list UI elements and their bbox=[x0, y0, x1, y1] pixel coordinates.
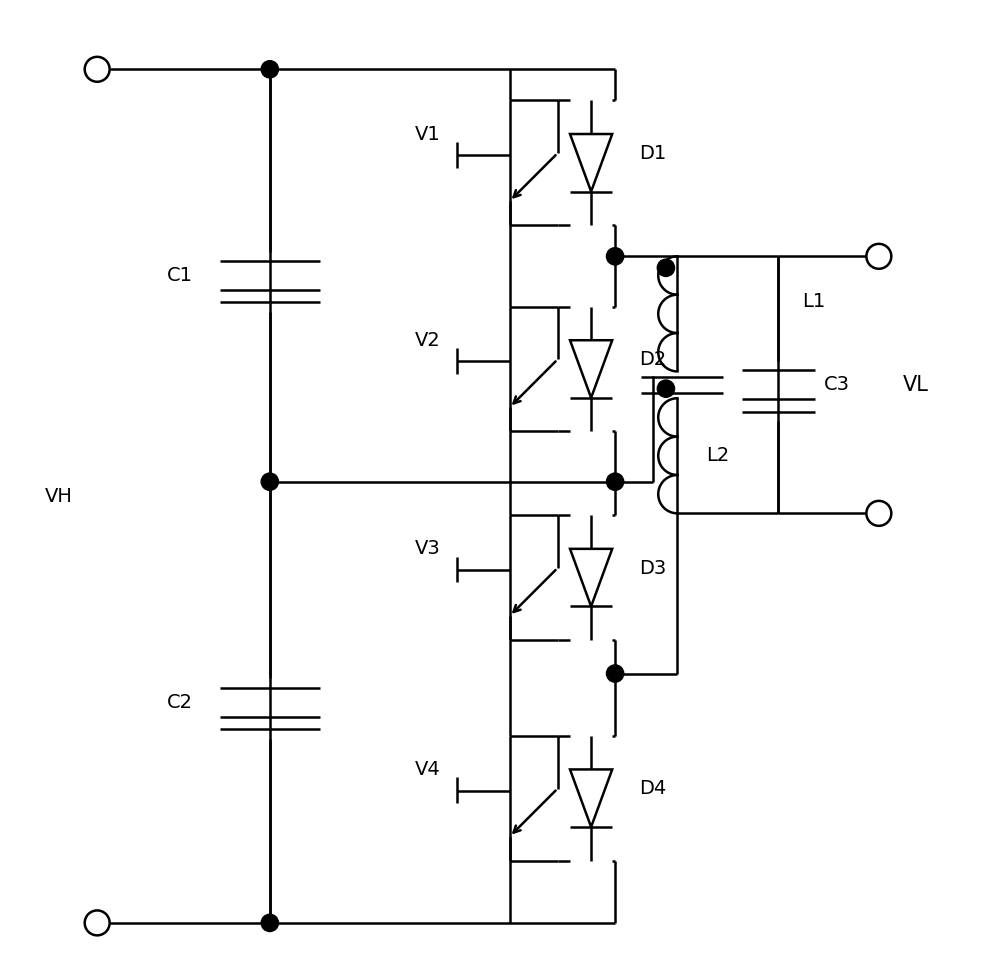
Text: C3: C3 bbox=[824, 376, 850, 394]
Text: D3: D3 bbox=[639, 559, 666, 578]
Text: C1: C1 bbox=[167, 266, 193, 285]
Text: V4: V4 bbox=[415, 760, 441, 779]
Text: D4: D4 bbox=[639, 779, 666, 798]
Text: D1: D1 bbox=[639, 144, 666, 162]
Text: VH: VH bbox=[45, 486, 73, 506]
Circle shape bbox=[261, 60, 278, 78]
Text: V2: V2 bbox=[415, 331, 441, 349]
Text: V1: V1 bbox=[415, 125, 441, 144]
Text: VL: VL bbox=[903, 375, 929, 395]
Circle shape bbox=[606, 665, 624, 682]
Circle shape bbox=[657, 259, 675, 276]
Text: D2: D2 bbox=[639, 350, 666, 369]
Text: C2: C2 bbox=[167, 693, 193, 712]
Text: V3: V3 bbox=[415, 539, 441, 559]
Text: L2: L2 bbox=[706, 447, 729, 465]
Circle shape bbox=[657, 380, 675, 397]
Text: L1: L1 bbox=[802, 292, 825, 311]
Circle shape bbox=[261, 915, 278, 931]
Circle shape bbox=[606, 473, 624, 490]
Circle shape bbox=[261, 473, 278, 490]
Circle shape bbox=[606, 248, 624, 265]
